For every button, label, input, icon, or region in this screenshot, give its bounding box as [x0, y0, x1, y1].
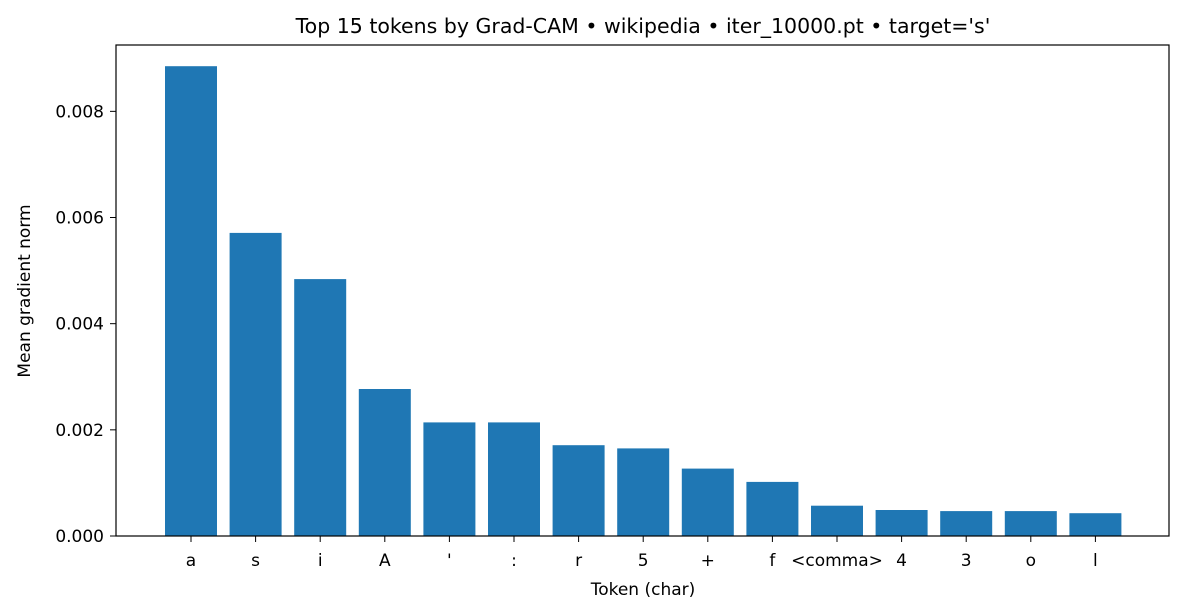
bar-6 — [552, 445, 605, 536]
x-tick-label-10: <comma> — [791, 551, 883, 571]
bar-3 — [358, 389, 411, 536]
bar-0 — [165, 66, 217, 536]
bar-5 — [488, 422, 540, 536]
bar-4 — [423, 422, 476, 536]
x-tick-label-1: s — [251, 551, 260, 571]
x-tick-label-8: + — [701, 551, 715, 571]
bar-11 — [875, 510, 928, 536]
y-tick-label-0: 0.000 — [55, 527, 104, 547]
x-tick-label-14: l — [1093, 551, 1098, 571]
x-tick-label-0: a — [186, 551, 196, 571]
x-axis-label: Token (char) — [590, 580, 696, 600]
y-tick-label-4: 0.008 — [55, 102, 104, 122]
bar-7 — [617, 448, 670, 536]
bar-14 — [1069, 513, 1122, 536]
y-tick-label-3: 0.006 — [55, 209, 104, 229]
x-tick-label-7: 5 — [638, 551, 649, 571]
y-tick-label-2: 0.004 — [55, 315, 104, 335]
y-tick-label-1: 0.002 — [55, 421, 104, 441]
y-axis-label: Mean gradient norm — [15, 204, 35, 377]
bar-10 — [811, 505, 863, 536]
x-tick-label-12: 3 — [961, 551, 972, 571]
x-axis-ticks: a s i A ': r 5 + f <comma> 4 3 o l — [186, 536, 1098, 571]
bar-1 — [229, 232, 282, 536]
chart-title: Top 15 tokens by Grad-CAM • wikipedia • … — [295, 14, 991, 39]
x-tick-label-5: : — [511, 551, 517, 571]
bar-2 — [294, 279, 347, 536]
bars-group — [165, 66, 1122, 536]
x-tick-label-4: ' — [447, 551, 452, 571]
plot-area-frame — [115, 44, 1170, 537]
x-tick-label-13: o — [1026, 551, 1036, 571]
x-tick-label-6: r — [575, 551, 582, 571]
bar-12 — [940, 511, 993, 536]
x-tick-label-2: i — [318, 551, 323, 571]
y-axis-ticks: 0.000 0.002 0.004 0.006 0.008 — [55, 102, 116, 547]
bar-13 — [1004, 511, 1057, 536]
bar-9 — [746, 481, 799, 536]
x-tick-label-11: 4 — [896, 551, 907, 571]
x-tick-label-9: f — [769, 551, 776, 571]
bar-8 — [681, 468, 734, 536]
x-tick-label-3: A — [379, 551, 391, 571]
